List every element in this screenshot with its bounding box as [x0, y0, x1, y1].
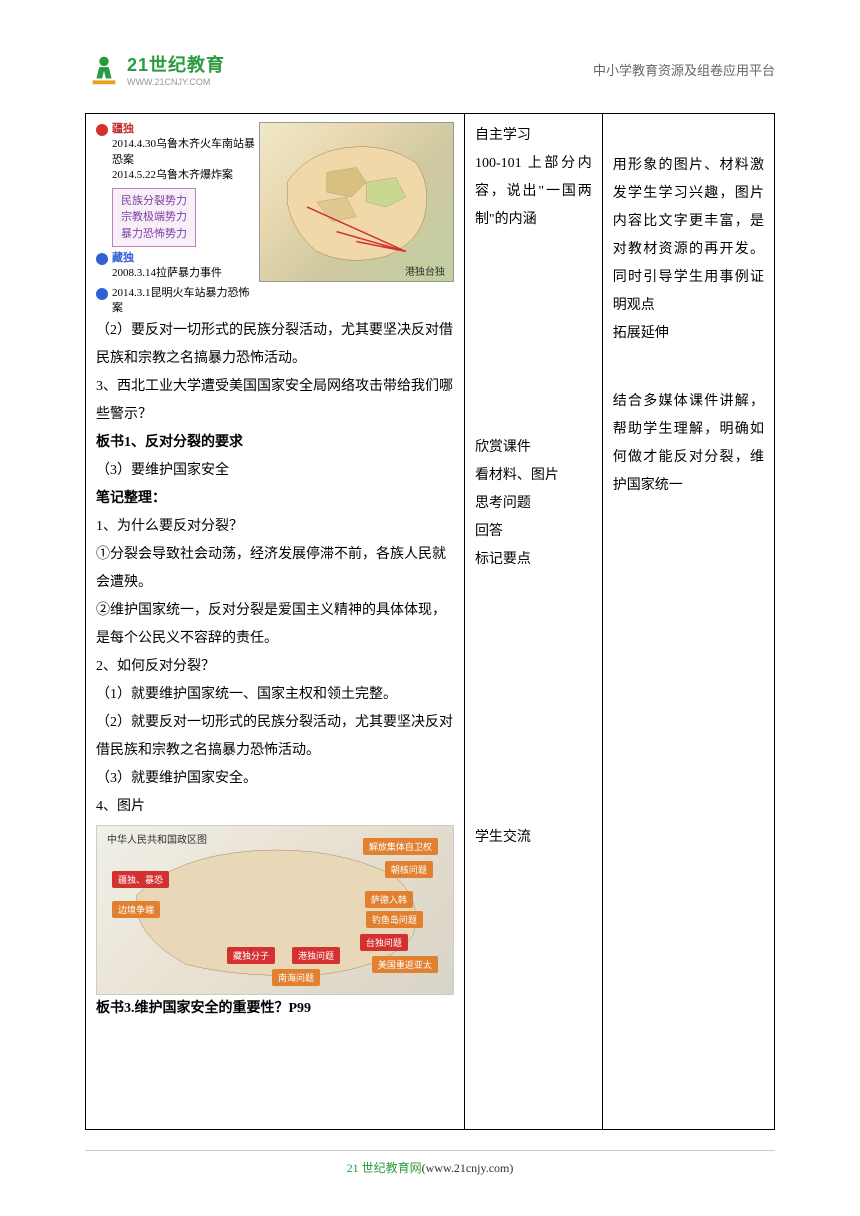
logo-url: WWW.21CNJY.COM [127, 77, 225, 87]
paragraph: 2、如何反对分裂？ [96, 653, 454, 681]
footer-url: (www.21cnjy.com) [422, 1161, 514, 1175]
activity-text: 学生交流 [475, 824, 592, 852]
logo-text: 21世纪教育 [127, 51, 225, 77]
page-header: 21世纪教育 WWW.21CNJY.COM 中小学教育资源及组卷应用平台 [85, 50, 775, 88]
column-student-activity: 自主学习 100-101 上部分内容，说出"一国两制"的内涵 欣赏课件 看材料、… [464, 114, 602, 1130]
blue-dot-icon [96, 253, 108, 265]
paragraph: ②维护国家统一，反对分裂是爱国主义精神的具体体现，是每个公民义不容辞的责任。 [96, 597, 454, 653]
event-text: 2014.5.22乌鲁木齐爆炸案 [112, 168, 255, 183]
notes-text: 拓展延伸 [613, 320, 764, 348]
map-tag: 美国重返亚太 [372, 956, 438, 973]
map-tag: 藏独分子 [227, 947, 275, 964]
paragraph: （3）就要维护国家安全。 [96, 765, 454, 793]
event-text: 2008.3.14拉萨暴力事件 [112, 266, 255, 281]
section-heading: 板书3.维护国家安全的重要性？P99 [96, 995, 454, 1023]
map-tag: 边境争端 [112, 901, 160, 918]
map-tag: 疆独、暴恐 [112, 871, 169, 888]
header-subtitle: 中小学教育资源及组卷应用平台 [593, 60, 775, 79]
activity-text: 看材料、图片 [475, 462, 592, 490]
event-text: 2014.4.30乌鲁木齐火车南站暴恐案 [112, 137, 255, 168]
map-tag: 解放集体自卫权 [363, 838, 438, 855]
event-xinjiang-title: 疆独 [96, 122, 255, 137]
map-tag: 萨德入韩 [365, 891, 413, 908]
event-kunming: 2014.3.1昆明火车站暴力恐怖案 [96, 286, 255, 317]
paragraph: 4、图片 [96, 793, 454, 821]
paragraph: （2）就要反对一切形式的民族分裂活动，尤其要坚决反对借民族和宗教之名搞暴力恐怖活… [96, 709, 454, 765]
map-tag: 南海问题 [272, 969, 320, 986]
activity-text: 回答 [475, 518, 592, 546]
map-label: 港独台独 [405, 263, 445, 278]
footer-text: 21 世纪教育网 [347, 1161, 422, 1175]
blue-dot-icon [96, 288, 108, 300]
paragraph: （1）就要维护国家统一、国家主权和领土完整。 [96, 681, 454, 709]
map-tag: 钓鱼岛问题 [366, 911, 423, 928]
paragraph: （2）要反对一切形式的民族分裂活动，尤其要坚决反对借民族和宗教之名搞暴力恐怖活动… [96, 317, 454, 373]
paragraph: 3、西北工业大学遭受美国国家安全局网络攻击带给我们哪些警示？ [96, 373, 454, 429]
logo-icon [85, 50, 123, 88]
map-tag: 朝核问题 [385, 861, 433, 878]
activity-text: 思考问题 [475, 490, 592, 518]
page-footer: 21 世纪教育网(www.21cnjy.com) [85, 1150, 775, 1176]
content-table: 疆独 2014.4.30乌鲁木齐火车南站暴恐案 2014.5.22乌鲁木齐爆炸案… [85, 113, 775, 1130]
section-heading: 笔记整理： [96, 485, 454, 513]
map-tag: 港独问题 [292, 947, 340, 964]
paragraph: 1、为什么要反对分裂？ [96, 513, 454, 541]
column-main-content: 疆独 2014.4.30乌鲁木齐火车南站暴恐案 2014.5.22乌鲁木齐爆炸案… [86, 114, 465, 1130]
paragraph: ①分裂会导致社会动荡，经济发展停滞不前，各族人民就会遭殃。 [96, 541, 454, 597]
column-teaching-notes: 用形象的图片、材料激发学生学习兴趣，图片内容比文字更丰富，是对教材资源的再开发。… [602, 114, 774, 1130]
notes-text: 结合多媒体课件讲解，帮助学生理解，明确如何做才能反对分裂，维护国家统一 [613, 388, 764, 500]
red-dot-icon [96, 124, 108, 136]
paragraph: （3）要维护国家安全 [96, 457, 454, 485]
activity-text: 自主学习 [475, 122, 592, 150]
china-map-1: 港独台独 [259, 122, 454, 282]
activity-text: 标记要点 [475, 546, 592, 574]
event-tibet-title: 藏独 [96, 251, 255, 266]
logo: 21世纪教育 WWW.21CNJY.COM [85, 50, 225, 88]
notes-text: 用形象的图片、材料激发学生学习兴趣，图片内容比文字更丰富，是对教材资源的再开发。… [613, 152, 764, 320]
activity-text: 100-101 上部分内容，说出"一国两制"的内涵 [475, 150, 592, 234]
map-tag: 台独问题 [360, 934, 408, 951]
china-map-2: 中华人民共和国政区图 解放集体自卫权 朝核问题 萨德入韩 钓鱼岛问题 台独问题 … [96, 825, 454, 995]
section-heading: 板书1、反对分裂的要求 [96, 429, 454, 457]
activity-text: 欣赏课件 [475, 434, 592, 462]
forces-box: 民族分裂势力 宗教极端势力 暴力恐怖势力 [112, 188, 196, 248]
